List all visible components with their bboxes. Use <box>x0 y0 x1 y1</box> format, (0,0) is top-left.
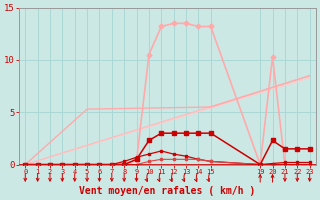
X-axis label: Vent moyen/en rafales ( km/h ): Vent moyen/en rafales ( km/h ) <box>79 186 256 196</box>
